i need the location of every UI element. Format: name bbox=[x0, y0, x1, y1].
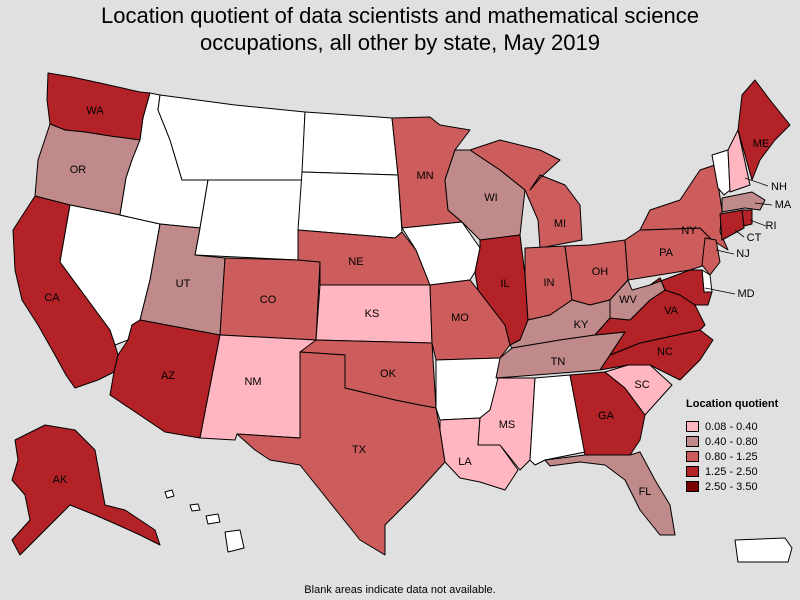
state-fl[interactable] bbox=[544, 451, 676, 536]
state-nh[interactable] bbox=[727, 129, 751, 193]
state-mt[interactable] bbox=[157, 94, 306, 181]
state-nd[interactable] bbox=[301, 111, 399, 176]
state-label-ak: AK bbox=[53, 474, 68, 486]
legend-label: 1.25 - 2.50 bbox=[705, 465, 758, 478]
state-label-nh: NH bbox=[771, 181, 787, 193]
legend-swatch bbox=[686, 466, 699, 477]
state-label-il: IL bbox=[500, 278, 509, 290]
legend-label: 0.80 - 1.25 bbox=[705, 450, 758, 463]
state-label-wv: WV bbox=[619, 294, 637, 306]
state-label-ma: MA bbox=[775, 199, 792, 211]
state-label-ct: CT bbox=[747, 232, 762, 244]
legend-item: 0.80 - 1.25 bbox=[686, 449, 796, 464]
state-sd[interactable] bbox=[297, 171, 403, 239]
legend-item: 0.40 - 0.80 bbox=[686, 434, 796, 449]
state-tx[interactable] bbox=[236, 351, 446, 556]
state-mi[interactable] bbox=[469, 139, 583, 249]
callout-line-ma bbox=[754, 202, 773, 206]
map-title: Location quotient of data scientists and… bbox=[0, 2, 800, 56]
callout-line-nh bbox=[744, 177, 769, 187]
state-me[interactable] bbox=[737, 79, 791, 181]
state-label-mo: MO bbox=[451, 312, 469, 324]
state-label-ut: UT bbox=[176, 278, 191, 290]
state-ia[interactable] bbox=[401, 221, 481, 286]
state-ct[interactable] bbox=[719, 209, 745, 241]
state-ak[interactable] bbox=[11, 424, 161, 556]
state-label-in: IN bbox=[544, 277, 555, 289]
legend-swatch bbox=[686, 421, 699, 432]
state-label-nm: NM bbox=[244, 376, 261, 388]
legend-swatch bbox=[686, 451, 699, 462]
callout-line-nj bbox=[715, 249, 735, 255]
state-label-ks: KS bbox=[365, 308, 380, 320]
state-hi[interactable] bbox=[164, 489, 245, 553]
callout-line-ri bbox=[749, 219, 767, 227]
state-label-az: AZ bbox=[161, 370, 175, 382]
state-label-md: MD bbox=[737, 288, 754, 300]
state-label-ny: NY bbox=[681, 225, 697, 237]
state-wy[interactable] bbox=[194, 179, 303, 261]
state-label-ga: GA bbox=[598, 410, 615, 422]
state-md[interactable] bbox=[649, 269, 713, 306]
legend-swatch bbox=[686, 481, 699, 492]
state-label-wa: WA bbox=[86, 105, 104, 117]
title-line-2: occupations, all other by state, May 201… bbox=[200, 30, 600, 55]
state-label-ky: KY bbox=[574, 319, 589, 331]
state-label-ok: OK bbox=[380, 368, 397, 380]
state-label-va: VA bbox=[664, 305, 679, 317]
state-nj[interactable] bbox=[701, 237, 721, 276]
footnote: Blank areas indicate data not available. bbox=[304, 584, 496, 596]
legend-label: 0.40 - 0.80 bbox=[705, 435, 758, 448]
state-label-ri: RI bbox=[766, 220, 777, 232]
legend-item: 0.08 - 0.40 bbox=[686, 419, 796, 434]
state-vt[interactable] bbox=[711, 149, 731, 196]
callout-line-ct bbox=[734, 229, 745, 238]
legend-item: 2.50 - 3.50 bbox=[686, 479, 796, 494]
state-pr[interactable] bbox=[734, 537, 793, 563]
legend-label: 2.50 - 3.50 bbox=[705, 480, 758, 493]
state-co[interactable] bbox=[219, 257, 321, 341]
legend: Location quotient 0.08 - 0.40 0.40 - 0.80… bbox=[686, 398, 796, 494]
state-label-wi: WI bbox=[484, 192, 497, 204]
state-ri[interactable] bbox=[741, 209, 753, 227]
state-wi[interactable] bbox=[444, 149, 526, 241]
legend-label: 0.08 - 0.40 bbox=[705, 420, 758, 433]
state-label-sc: SC bbox=[634, 379, 649, 391]
state-label-co: CO bbox=[260, 294, 277, 306]
state-label-pa: PA bbox=[659, 247, 674, 259]
state-label-nj: NJ bbox=[736, 248, 749, 260]
legend-title: Location quotient bbox=[686, 398, 779, 410]
state-label-or: OR bbox=[70, 164, 87, 176]
state-label-tx: TX bbox=[352, 444, 367, 456]
state-label-mn: MN bbox=[416, 170, 433, 182]
state-label-la: LA bbox=[458, 456, 472, 468]
legend-swatch bbox=[686, 436, 699, 447]
state-label-mi: MI bbox=[554, 218, 566, 230]
state-label-fl: FL bbox=[639, 486, 652, 498]
legend-item: 1.25 - 2.50 bbox=[686, 464, 796, 479]
state-label-ms: MS bbox=[499, 419, 516, 431]
state-ma[interactable] bbox=[721, 191, 766, 213]
state-label-nc: NC bbox=[657, 346, 673, 358]
title-line-1: Location quotient of data scientists and… bbox=[100, 3, 700, 28]
state-label-ca: CA bbox=[44, 292, 60, 304]
state-label-tn: TN bbox=[551, 356, 566, 368]
state-label-ne: NE bbox=[348, 256, 363, 268]
state-label-me: ME bbox=[753, 138, 770, 150]
state-label-oh: OH bbox=[592, 266, 609, 278]
callout-line-md bbox=[704, 287, 736, 295]
